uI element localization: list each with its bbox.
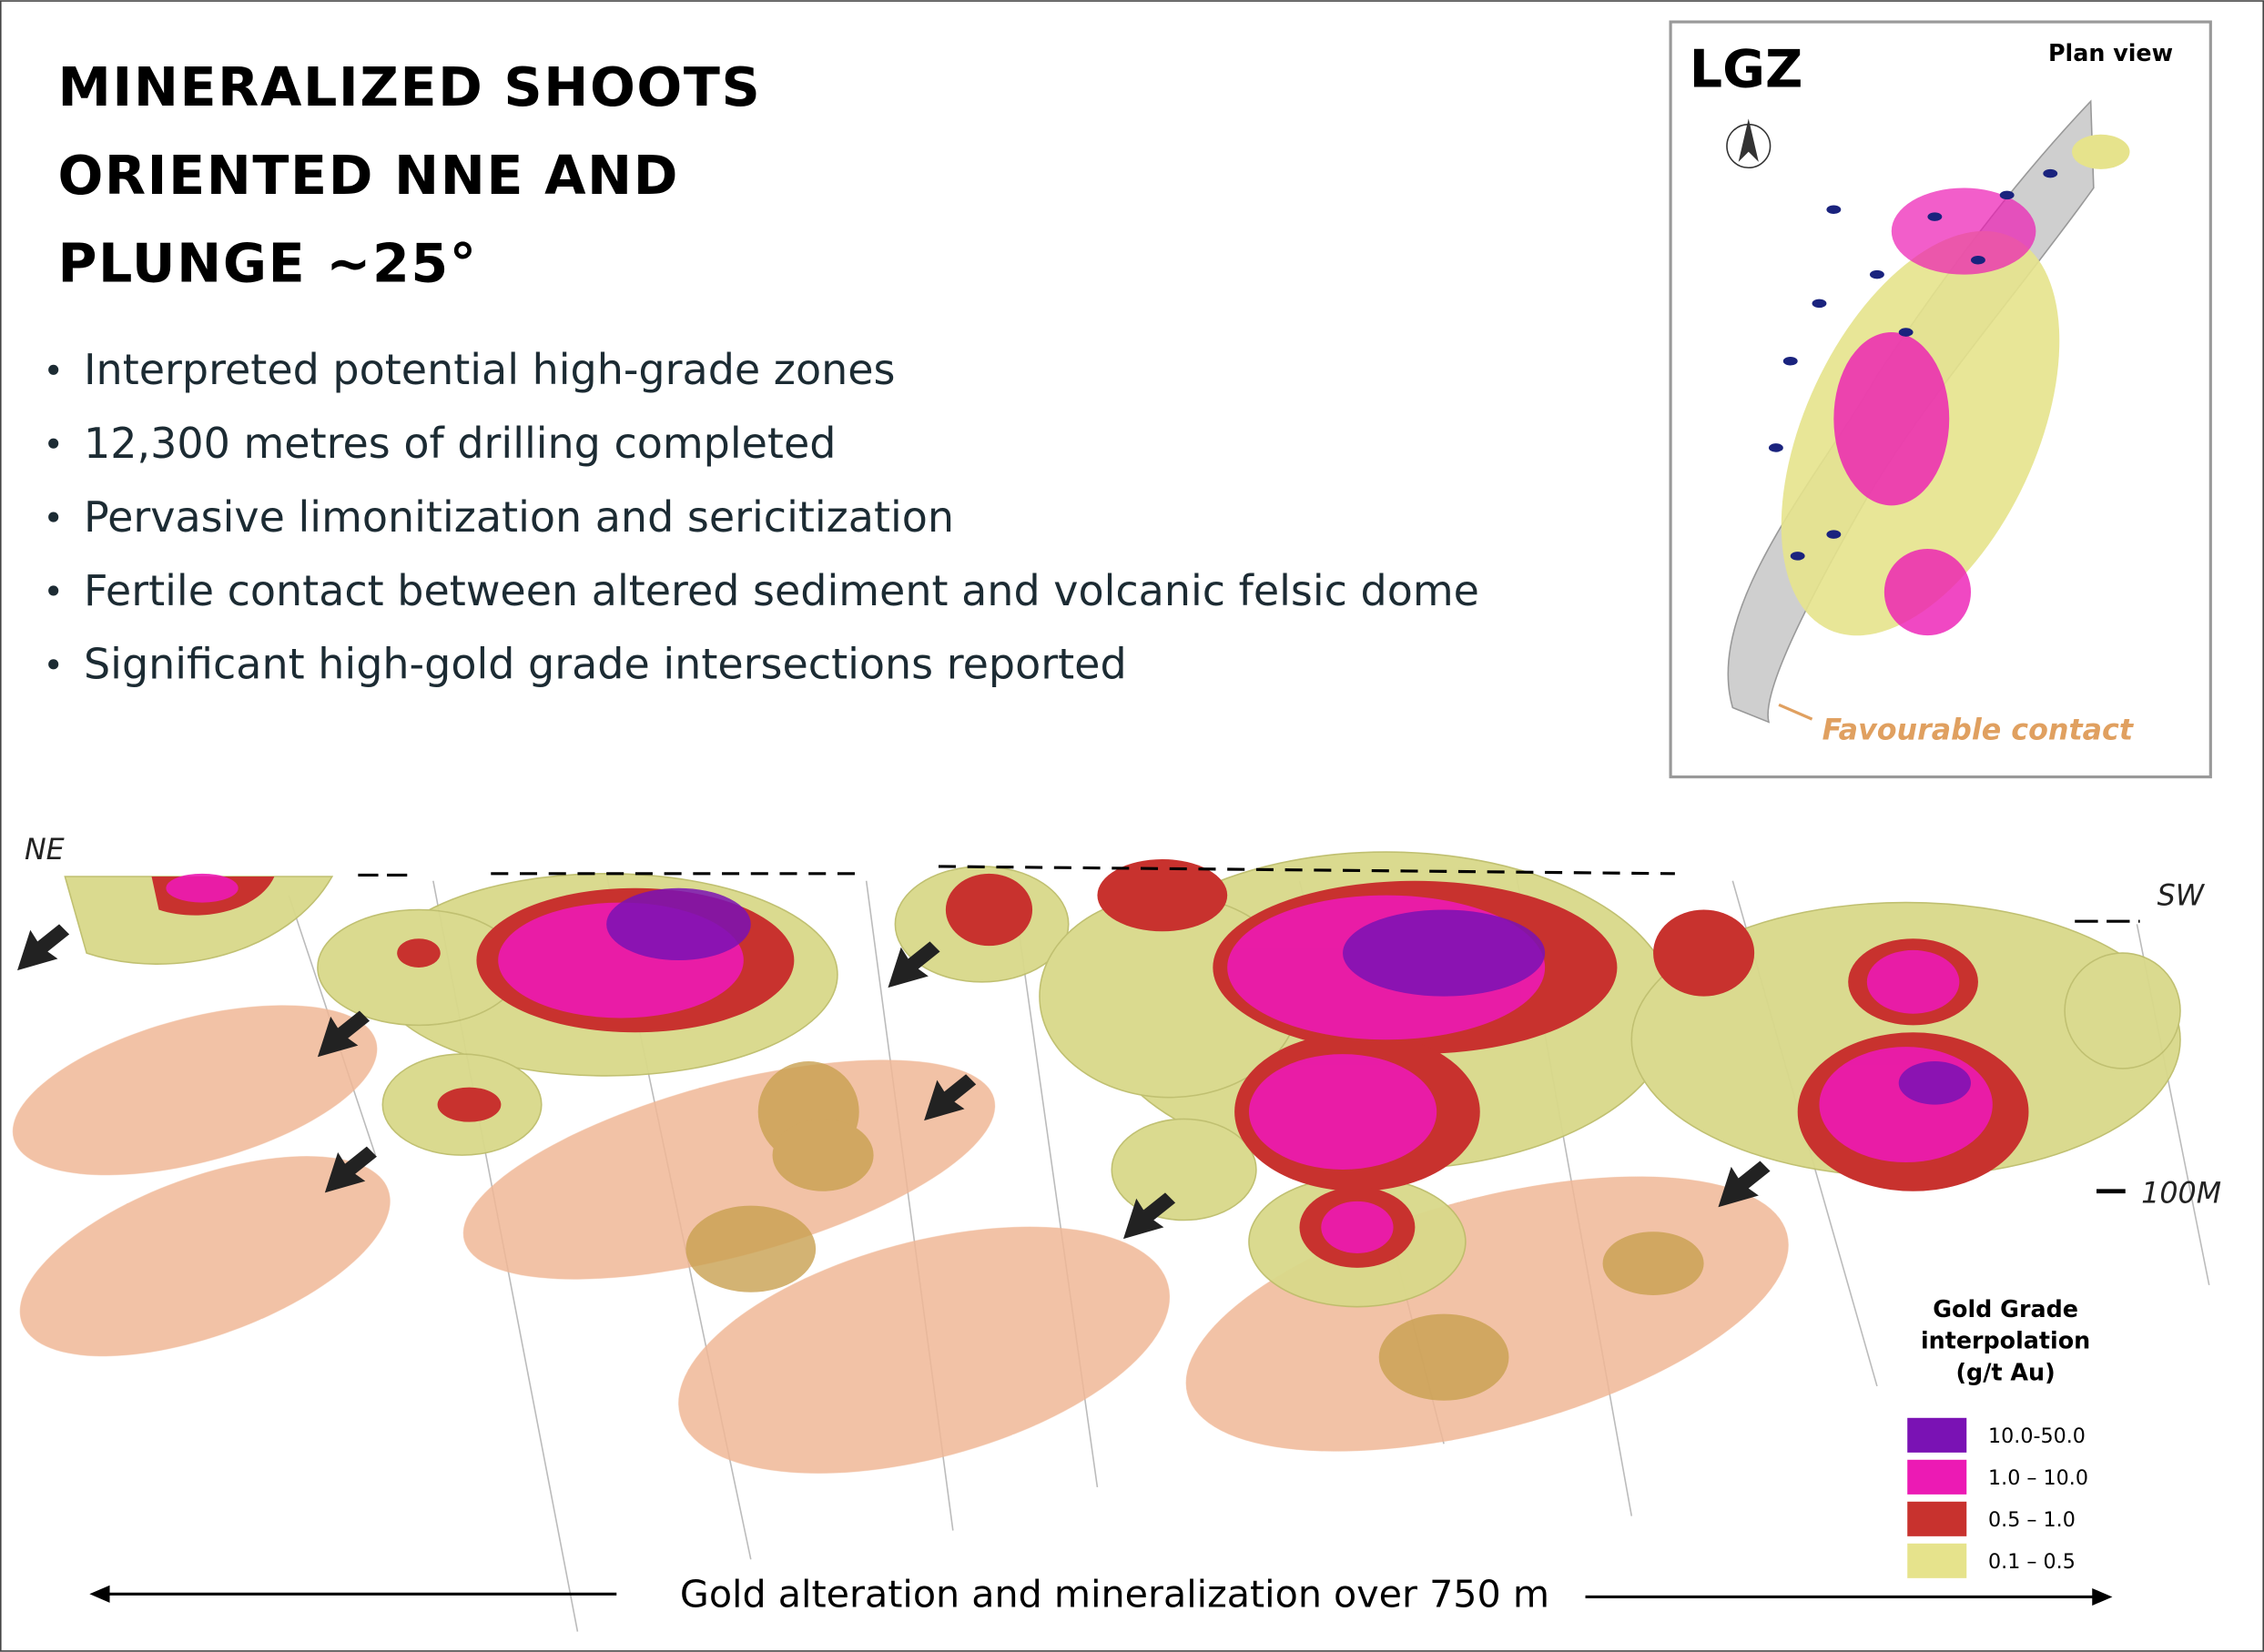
legend-title: (g/t Au) (1955, 1359, 2055, 1386)
extent-arrow (2092, 1587, 2113, 1606)
collars (1768, 168, 2058, 561)
bullet-dot (48, 512, 59, 522)
legend-swatch (1907, 1417, 1967, 1453)
legend-swatch (1907, 1501, 1967, 1536)
title: MINERALIZED SHOOTS ORIENTED NNE AND PLUNGE… (57, 56, 761, 295)
collar-marks (358, 865, 2140, 923)
plunge-arrows (17, 924, 1771, 1240)
shoot (1833, 332, 1950, 506)
legend-swatch (1907, 1459, 1967, 1495)
north-arrow (1738, 118, 1759, 162)
bullet-dot (48, 585, 59, 596)
bullet-text: Significant high-gold grade intersection… (84, 640, 1127, 689)
inset-annotation: Favourable contact (1822, 714, 2135, 746)
sw-label: SW (2157, 880, 2206, 913)
inset-label: LGZ (1690, 39, 1803, 99)
bullet-text: 12,300 metres of drilling completed (84, 419, 836, 468)
legend-title: interpolation (1921, 1327, 2090, 1354)
bullet-text: Fertile contact between altered sediment… (84, 566, 1479, 615)
title-line: PLUNGE ~25° (57, 233, 477, 295)
bullet-text: Pervasive limonitization and sericitizat… (84, 492, 954, 542)
shoot (1883, 548, 1972, 636)
legend-label: 0.1 – 0.5 (1988, 1550, 2076, 1574)
shoot (1891, 187, 2036, 275)
ne-label: NE (25, 834, 65, 867)
scale-label: 100M (2141, 1177, 2221, 1210)
bullet-dot (48, 438, 59, 449)
shoot (2072, 134, 2130, 169)
section-view: NE SW 100M Gold alteration and mineraliz… (12, 834, 2221, 1632)
bullet-text: Interpreted potential high-grade zones (84, 345, 896, 394)
legend-label: 10.0-50.0 (1988, 1424, 2086, 1448)
legend-label: 0.5 – 1.0 (1988, 1508, 2076, 1532)
legend-swatch (1907, 1543, 1967, 1578)
annotation-arrow (1778, 703, 1813, 721)
caption: Gold alteration and mineralization over … (680, 1573, 1549, 1617)
extent-arrow (89, 1585, 110, 1603)
shallow-shells (685, 1061, 1704, 1401)
bullet-dot (48, 364, 59, 375)
very-high-grade (606, 887, 1972, 1105)
inset: LGZ Plan view Favourable contact (1669, 20, 2212, 779)
bullet-list: Interpreted potential high-grade zones 12… (48, 345, 1479, 689)
legend-title: Gold Grade (1933, 1295, 2078, 1323)
bullet-dot (48, 659, 59, 670)
legend: Gold Grade interpolation (g/t Au) 10.0-50.0… (1907, 1295, 2090, 1578)
inset-view: Plan view (2048, 39, 2173, 66)
legend-label: 1.0 – 10.0 (1988, 1466, 2088, 1490)
title-line: ORIENTED NNE AND (57, 145, 679, 207)
title-line: MINERALIZED SHOOTS (57, 56, 761, 118)
